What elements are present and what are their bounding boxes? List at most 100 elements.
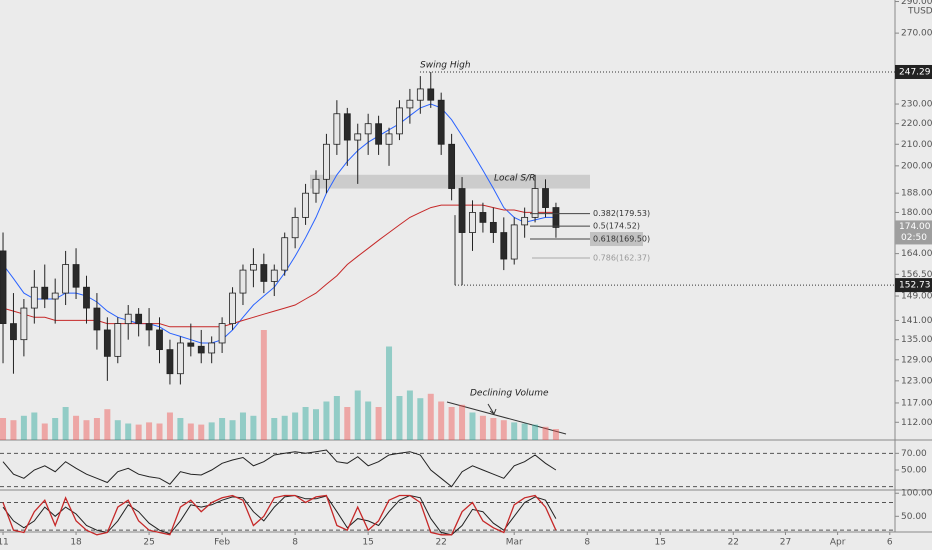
candle-body: [396, 107, 403, 135]
volume-bar: [104, 409, 111, 440]
y-tick-label: 270.00: [901, 29, 932, 39]
fib-label: 0.618(169.50): [593, 235, 650, 244]
volume-bar: [271, 418, 278, 440]
fib-label: 0.382(179.53): [593, 209, 650, 218]
volume-bar: [146, 422, 153, 440]
candle-body: [489, 221, 497, 233]
volume-bar: [500, 420, 507, 440]
x-tick-label: 8: [292, 538, 298, 548]
candle-body: [187, 342, 195, 347]
volume-bar: [0, 418, 7, 440]
volume-bar: [427, 393, 434, 440]
price-label-box: [895, 278, 932, 293]
candle-body: [114, 323, 122, 357]
volume-bar: [93, 418, 100, 440]
volume-bar: [333, 396, 340, 440]
candle-body: [312, 178, 320, 194]
volume-bar: [438, 401, 445, 440]
x-tick-label: 27: [780, 538, 791, 548]
volume-bar: [302, 407, 309, 440]
volume-bar: [448, 407, 455, 440]
candle-body: [72, 264, 80, 288]
y-tick-label: 220.00: [901, 119, 932, 129]
x-tick-label: 15: [362, 538, 373, 548]
y-tick-label: 149.00: [901, 292, 932, 302]
y-tick-label: 50.00: [901, 466, 927, 476]
candle-body: [208, 342, 216, 354]
volume-bar: [219, 418, 226, 440]
candle-body: [521, 216, 529, 226]
volume-bar: [166, 412, 173, 440]
candle-body: [229, 292, 236, 324]
x-tick-label: 6: [887, 538, 893, 548]
volume-bar: [73, 415, 80, 440]
candle-body: [197, 345, 205, 354]
candle-body: [176, 342, 184, 375]
candle-body: [323, 143, 330, 180]
volume-bar: [10, 420, 17, 440]
y-tick-label: 200.00: [901, 161, 932, 171]
volume-bar: [281, 415, 288, 440]
volume-bar: [135, 424, 142, 440]
countdown: 02:50: [901, 233, 927, 243]
y-tick-label: 290.00: [901, 0, 932, 7]
last-price-box: [895, 220, 932, 245]
candle-body: [427, 88, 435, 101]
y-tick-label: 156.50: [901, 270, 932, 280]
candle-body: [145, 323, 153, 331]
candle-body: [41, 286, 49, 300]
candle-body: [239, 269, 247, 294]
declining-volume-line: [446, 401, 567, 435]
candle-body: [250, 264, 257, 271]
x-tick-label: Feb: [214, 538, 230, 548]
volume-bar: [365, 401, 372, 440]
volume-bar: [521, 423, 528, 440]
last-price: 174.00: [899, 222, 931, 232]
fib-highlight: [590, 232, 643, 247]
y-tick-label: 164.00: [901, 249, 932, 259]
candle-body: [0, 250, 7, 324]
arrow: [487, 403, 497, 415]
y-tick-label: 141.00: [901, 316, 932, 326]
y-tick-label: 188.00: [901, 189, 932, 199]
volume-bar: [479, 415, 486, 440]
volume-bar: [406, 390, 413, 440]
volume-bar: [187, 423, 194, 440]
volume-bar: [20, 415, 27, 440]
volume-bar: [344, 407, 351, 440]
swing-low-price: 152.73: [899, 281, 931, 291]
volume-bar: [208, 422, 215, 440]
candle-body: [30, 286, 38, 309]
candle-body: [103, 329, 111, 357]
candle-body: [20, 307, 28, 341]
candle-body: [302, 192, 309, 218]
volume-bar: [459, 404, 466, 440]
candle-body: [458, 188, 466, 233]
x-tick-label: 11: [0, 538, 9, 548]
y-tick-label: 210.00: [901, 140, 932, 150]
candle-body: [218, 323, 226, 344]
volume-bar: [177, 418, 184, 440]
y-tick-label: 112.00: [901, 418, 932, 428]
volume-bar: [542, 426, 549, 440]
volume-bar: [41, 423, 48, 440]
candle-body: [166, 349, 174, 375]
declining-volume-label: Declining Volume: [470, 389, 549, 399]
volume-bar: [511, 422, 518, 440]
y-tick-label: 117.00: [901, 398, 932, 408]
candle-body: [500, 232, 508, 260]
y-tick-label: 135.00: [901, 335, 932, 345]
x-tick-label: 22: [728, 538, 739, 548]
volume-bar: [83, 420, 90, 440]
volume-bar: [198, 424, 205, 440]
volume-bar: [490, 418, 497, 440]
swing-high-price: 247.29: [899, 67, 931, 77]
candle-body: [260, 264, 268, 282]
volume-bar: [62, 407, 69, 440]
y-tick-label: 100.00: [901, 489, 932, 499]
volume-bar: [532, 424, 539, 440]
volume-bar: [114, 420, 121, 440]
candle-body: [354, 133, 362, 141]
